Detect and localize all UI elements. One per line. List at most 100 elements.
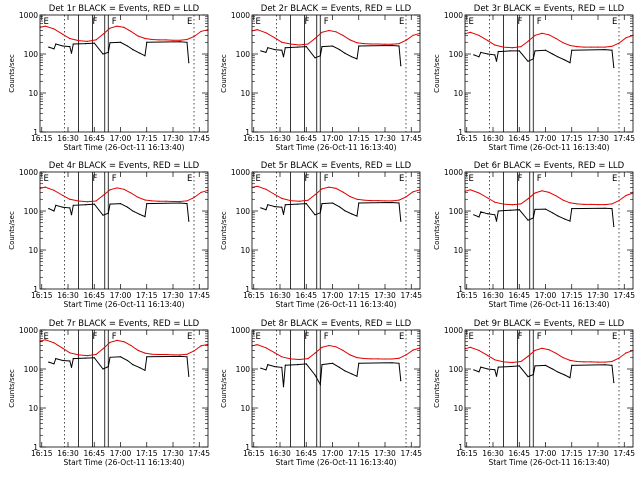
x-tick-label: 16:45 bbox=[295, 291, 317, 300]
lld-point bbox=[391, 200, 393, 202]
events-point bbox=[139, 213, 141, 215]
lld-point bbox=[102, 194, 104, 197]
series-line-events bbox=[260, 44, 402, 66]
lld-point bbox=[618, 200, 620, 202]
lld-point bbox=[53, 189, 55, 191]
events-point bbox=[569, 377, 571, 379]
x-tick-label: 16:15 bbox=[31, 134, 53, 143]
y-tick-label: 100 bbox=[24, 207, 39, 216]
events-point bbox=[351, 56, 353, 58]
plot-frame bbox=[251, 329, 421, 448]
x-tick-label: 16:15 bbox=[31, 291, 53, 300]
lld-point bbox=[165, 353, 167, 356]
lld-point bbox=[604, 204, 606, 206]
panel-title: Det 9r BLACK = Events, RED = LLD bbox=[474, 319, 625, 329]
y-axis-label: Counts/sec bbox=[8, 211, 16, 250]
x-tick-label: 16:45 bbox=[83, 449, 105, 458]
x-tick-label: 17:00 bbox=[535, 134, 557, 143]
events-point bbox=[544, 49, 547, 51]
x-tick-label: 16:15 bbox=[31, 449, 53, 458]
lld-point bbox=[44, 25, 46, 27]
events-point bbox=[391, 362, 393, 364]
events-point bbox=[400, 380, 402, 382]
events-point bbox=[188, 62, 190, 64]
x-tick-label: 16:30 bbox=[269, 134, 291, 143]
lld-point bbox=[478, 349, 480, 351]
annotation-label: E bbox=[469, 17, 474, 27]
events-point bbox=[69, 207, 71, 209]
series-line-lld bbox=[39, 186, 209, 203]
events-point bbox=[321, 203, 323, 205]
lld-point bbox=[527, 355, 529, 357]
panel-det-2: Det 2r BLACK = Events, RED = LLD 1 10 100 10… bbox=[220, 4, 422, 152]
lld-point bbox=[256, 344, 258, 346]
events-point bbox=[611, 49, 613, 51]
y-tick-label: 10 bbox=[240, 404, 250, 413]
annotation-label: E bbox=[44, 332, 49, 342]
events-point bbox=[557, 371, 559, 373]
lld-point bbox=[130, 30, 132, 32]
annotation-label: F bbox=[537, 17, 542, 27]
events-point bbox=[265, 369, 267, 371]
x-tick-label: 17:45 bbox=[400, 134, 422, 143]
lld-point bbox=[109, 341, 111, 343]
x-tick-label: 17:45 bbox=[400, 449, 422, 458]
events-point bbox=[48, 46, 50, 48]
lld-point bbox=[69, 198, 71, 200]
x-tick-label: 17:00 bbox=[110, 134, 132, 143]
x-tick-label: 16:45 bbox=[295, 449, 317, 458]
events-point bbox=[314, 374, 316, 376]
events-point bbox=[358, 362, 360, 364]
events-point bbox=[473, 369, 475, 371]
events-point bbox=[132, 364, 134, 366]
annotation-label: E bbox=[256, 174, 261, 184]
lld-point bbox=[342, 191, 344, 193]
events-point bbox=[480, 366, 482, 368]
annotation-label: F bbox=[112, 17, 117, 27]
y-tick-label: 1 bbox=[458, 128, 463, 137]
events-point bbox=[544, 364, 547, 366]
x-axis-label: Start Time (26-Oct-11 16:13:40) bbox=[275, 300, 396, 309]
events-point bbox=[351, 373, 353, 375]
lld-point bbox=[391, 358, 393, 360]
events-point bbox=[344, 210, 346, 212]
lld-point bbox=[562, 42, 564, 44]
events-point bbox=[305, 363, 307, 365]
lld-point bbox=[625, 194, 627, 197]
lld-point bbox=[193, 36, 195, 38]
events-point bbox=[109, 356, 111, 358]
events-point bbox=[179, 41, 181, 43]
lld-point bbox=[130, 344, 132, 347]
events-point bbox=[305, 46, 307, 48]
lld-point bbox=[130, 192, 132, 194]
lld-point bbox=[158, 200, 160, 202]
y-tick-label: 1000 bbox=[444, 11, 463, 20]
events-point bbox=[473, 54, 475, 56]
lld-point bbox=[328, 29, 330, 32]
lld-point bbox=[597, 361, 599, 363]
lld-point bbox=[370, 200, 372, 202]
events-point bbox=[305, 203, 307, 205]
y-tick-label: 100 bbox=[236, 50, 251, 59]
lld-point bbox=[193, 197, 195, 199]
lld-point bbox=[478, 34, 480, 37]
x-tick-label: 17:15 bbox=[136, 291, 158, 300]
annotation-label: F bbox=[537, 332, 542, 342]
x-tick-label: 17:15 bbox=[348, 291, 370, 300]
x-tick-label: 17:45 bbox=[613, 134, 635, 143]
events-point bbox=[478, 56, 480, 58]
lld-point bbox=[144, 352, 146, 354]
lld-point bbox=[349, 195, 351, 198]
y-tick-label: 1 bbox=[458, 443, 463, 452]
lld-point bbox=[95, 39, 97, 41]
lld-point bbox=[356, 357, 358, 359]
events-point bbox=[344, 370, 346, 372]
events-point bbox=[604, 49, 606, 51]
panel-det-6: Det 6r BLACK = Events, RED = LLD 1 10 100 10… bbox=[433, 161, 635, 309]
lld-point bbox=[398, 357, 400, 359]
lld-point bbox=[562, 357, 564, 359]
lld-point bbox=[363, 199, 365, 201]
events-point bbox=[144, 369, 146, 371]
events-point bbox=[331, 45, 334, 47]
y-tick-label: 1000 bbox=[19, 326, 38, 335]
